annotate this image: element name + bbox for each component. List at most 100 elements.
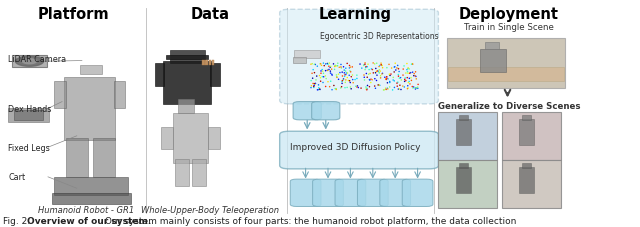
Bar — [175, 159, 189, 186]
Point — [321, 63, 331, 67]
Point — [330, 65, 340, 69]
Point — [309, 84, 319, 88]
Point — [404, 72, 415, 76]
Point — [350, 78, 360, 82]
Point — [403, 71, 413, 74]
Point — [398, 74, 408, 78]
Point — [384, 73, 394, 77]
Point — [332, 65, 342, 68]
Polygon shape — [15, 57, 44, 67]
Point — [375, 70, 385, 74]
Text: Overview of our system.: Overview of our system. — [27, 216, 151, 225]
Point — [340, 74, 350, 77]
FancyBboxPatch shape — [335, 179, 366, 207]
Point — [351, 85, 361, 89]
Point — [403, 87, 413, 91]
Point — [314, 84, 324, 87]
Point — [355, 63, 365, 67]
Point — [326, 68, 337, 72]
Point — [323, 69, 333, 73]
Point — [390, 69, 401, 72]
Bar — [502, 112, 561, 160]
Point — [332, 76, 342, 79]
Point — [319, 64, 330, 68]
Text: Data: Data — [191, 7, 229, 22]
Point — [325, 66, 335, 70]
Bar — [163, 61, 211, 104]
Bar — [438, 112, 497, 160]
Point — [362, 66, 372, 69]
Text: Improved 3D Diffusion Policy: Improved 3D Diffusion Policy — [290, 142, 420, 151]
Bar — [205, 61, 208, 66]
Bar — [64, 77, 115, 141]
Point — [403, 67, 413, 71]
Point — [409, 72, 419, 76]
Point — [371, 87, 381, 91]
Point — [337, 71, 348, 75]
Point — [411, 87, 421, 90]
Point — [347, 66, 357, 69]
Bar — [459, 163, 468, 169]
Point — [382, 67, 392, 70]
Bar — [54, 177, 128, 195]
Point — [323, 62, 333, 66]
Point — [364, 69, 374, 72]
Point — [390, 66, 400, 69]
Point — [336, 67, 346, 70]
Point — [321, 69, 331, 73]
Bar — [456, 120, 471, 146]
Point — [376, 77, 386, 80]
Point — [359, 76, 369, 80]
FancyBboxPatch shape — [313, 179, 344, 207]
Point — [345, 70, 355, 73]
Point — [401, 79, 411, 83]
Bar — [522, 115, 531, 121]
Point — [402, 69, 412, 72]
Point — [344, 67, 355, 70]
Point — [356, 67, 367, 71]
Point — [376, 64, 386, 67]
Point — [317, 76, 328, 79]
Point — [346, 88, 356, 91]
Point — [324, 86, 335, 89]
Point — [364, 86, 374, 89]
Point — [381, 77, 392, 81]
Point — [410, 87, 420, 90]
Text: Train in Single Scene: Train in Single Scene — [464, 23, 554, 32]
Point — [362, 87, 372, 91]
Point — [340, 67, 351, 71]
Point — [389, 86, 399, 90]
Bar — [8, 109, 49, 123]
Point — [392, 85, 403, 89]
Bar — [170, 51, 205, 64]
Point — [374, 84, 385, 87]
Text: Fig. 2:: Fig. 2: — [3, 216, 33, 225]
FancyBboxPatch shape — [280, 132, 438, 169]
Point — [404, 77, 415, 81]
Point — [413, 83, 423, 87]
Text: Deployment: Deployment — [459, 7, 559, 22]
Point — [362, 84, 372, 88]
Bar — [166, 56, 208, 60]
Point — [387, 67, 397, 71]
Point — [342, 72, 353, 75]
Point — [306, 86, 316, 90]
Point — [325, 70, 335, 74]
Point — [390, 62, 401, 66]
Point — [400, 77, 410, 80]
Point — [328, 63, 339, 66]
Point — [406, 63, 417, 67]
Point — [318, 81, 328, 85]
Point — [335, 72, 345, 75]
Point — [321, 85, 331, 89]
Point — [381, 78, 391, 81]
Point — [386, 73, 396, 76]
Point — [399, 78, 410, 82]
Point — [307, 63, 317, 66]
Point — [381, 88, 391, 92]
Point — [360, 79, 370, 82]
Point — [408, 71, 418, 75]
FancyBboxPatch shape — [380, 179, 411, 207]
Point — [308, 69, 318, 72]
Point — [315, 88, 325, 91]
